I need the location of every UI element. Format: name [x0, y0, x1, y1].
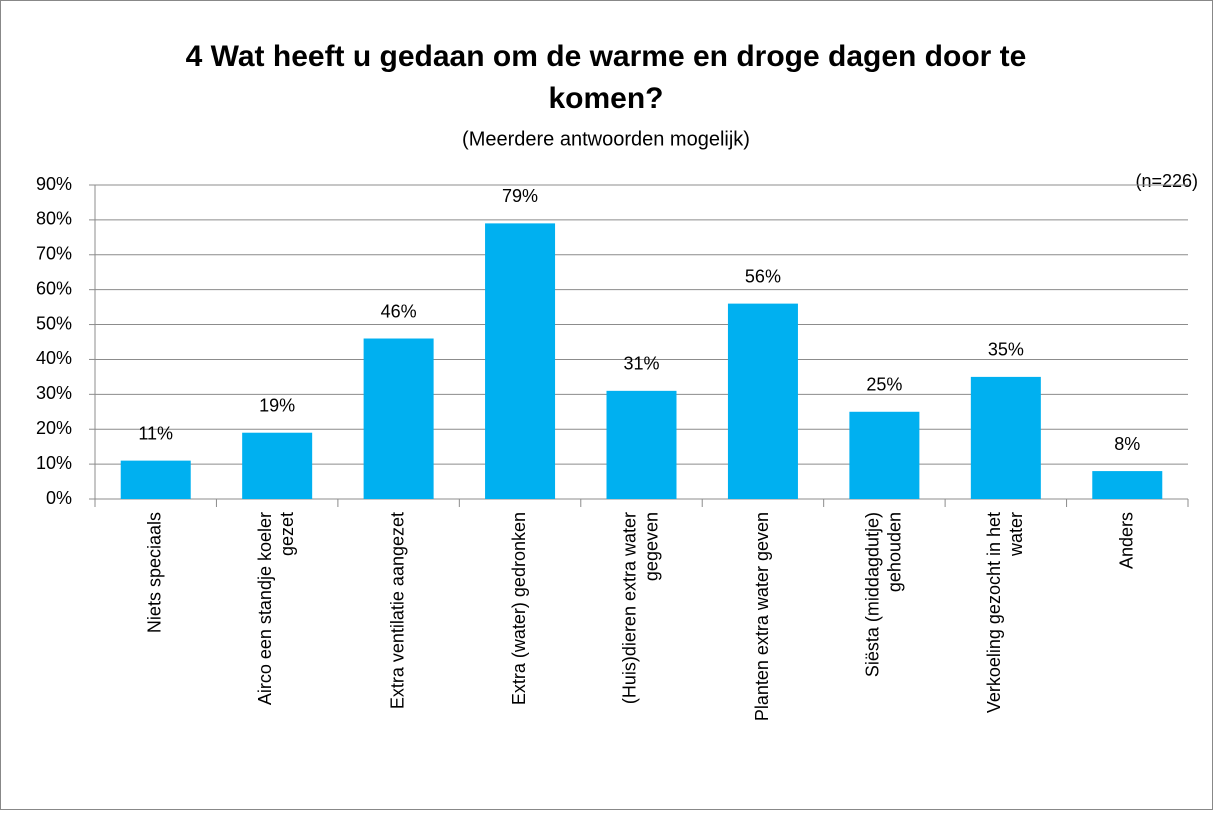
bar [1092, 471, 1163, 499]
chart-subtitle: (Meerdere antwoorden mogelijk) [462, 128, 750, 150]
y-tick-label: 60% [36, 278, 72, 298]
x-tick-label: Siësta (middagdutje) gehouden [862, 512, 904, 677]
bar [485, 223, 556, 499]
data-label: 11% [138, 423, 173, 443]
data-label: 8% [1114, 434, 1140, 454]
y-tick-label: 30% [36, 383, 72, 403]
y-tick-label: 70% [36, 244, 72, 264]
x-tick-label: Verkoeling gezocht in het water [984, 512, 1026, 713]
data-label: 56% [745, 266, 781, 286]
y-tick-label: 40% [36, 348, 72, 368]
x-tick-label: (Huis)dieren extra water gegeven [619, 512, 661, 704]
x-tick-label: Anders [1116, 512, 1136, 569]
bar [970, 376, 1041, 499]
bar [120, 460, 191, 499]
x-tick-label: Airco een standje koeler gezet [255, 512, 297, 705]
y-tick-label: 50% [36, 313, 72, 333]
y-tick-label: 10% [36, 453, 72, 473]
bar [727, 303, 798, 499]
y-tick-label: 0% [46, 488, 72, 508]
y-tick-label: 90% [36, 174, 72, 194]
annotation: (n=226) [1135, 171, 1198, 191]
x-tick-label: Planten extra water geven [752, 512, 772, 721]
bar [363, 338, 434, 499]
bar [242, 432, 313, 499]
y-tick-label: 20% [36, 418, 72, 438]
data-label: 31% [623, 354, 659, 374]
x-tick-label: Extra (water) gedronken [509, 512, 529, 705]
data-label: 46% [381, 301, 417, 321]
x-tick-label: Niets speciaals [144, 512, 164, 633]
data-label: 19% [259, 395, 295, 415]
x-tick-label: Extra ventilatie aangezet [387, 512, 407, 709]
bar [849, 411, 920, 499]
data-label: 25% [866, 375, 902, 395]
chart-title: 4 Wat heeft u gedaan om de warme en drog… [186, 40, 1027, 115]
y-tick-label: 80% [36, 209, 72, 229]
data-label: 79% [502, 186, 538, 206]
bar [606, 390, 677, 499]
data-label: 35% [988, 340, 1024, 360]
